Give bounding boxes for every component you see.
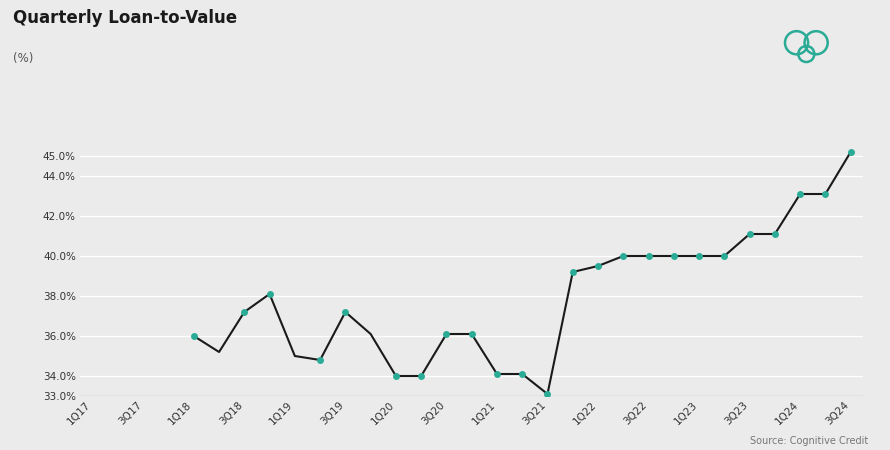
Text: Source: Cognitive Credit: Source: Cognitive Credit [749, 436, 868, 446]
Text: (%): (%) [13, 52, 34, 65]
Text: Quarterly Loan-to-Value: Quarterly Loan-to-Value [13, 9, 238, 27]
